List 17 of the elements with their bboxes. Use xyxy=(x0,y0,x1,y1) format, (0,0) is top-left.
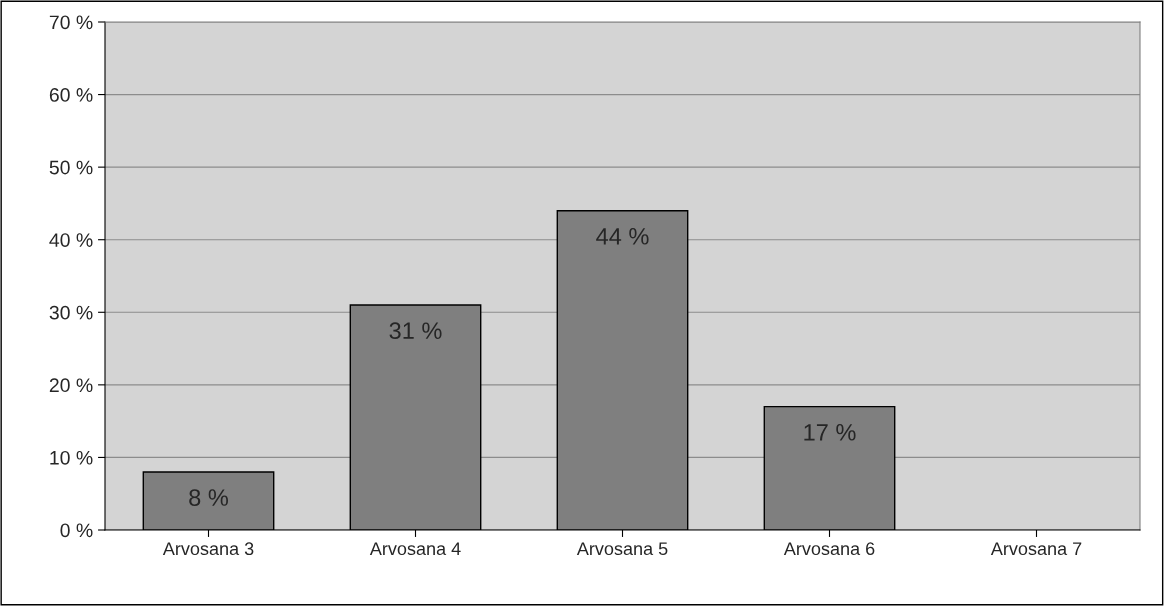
y-tick-label: 70 % xyxy=(49,15,93,30)
x-tick-label: Arvosana 3 xyxy=(162,542,254,556)
x-tick-label: Arvosana 6 xyxy=(783,542,875,556)
data-label: 31 % xyxy=(389,322,442,340)
x-tick-label: Arvosana 5 xyxy=(576,542,668,556)
data-label: 8 % xyxy=(189,489,228,506)
x-tick-label: Arvosana 7 xyxy=(990,542,1082,556)
y-tick-label: 10 % xyxy=(50,450,93,465)
y-tick-label: 0 % xyxy=(60,523,93,538)
y-tick-label: 40 % xyxy=(49,233,93,247)
y-tick-label: 60 % xyxy=(49,88,93,102)
data-label: 44 % xyxy=(596,228,649,245)
y-tick-label: 20 % xyxy=(49,378,93,393)
y-tick-label: 50 % xyxy=(49,160,93,175)
x-tick-label: Arvosana 4 xyxy=(369,542,461,556)
y-tick-label: 30 % xyxy=(49,305,93,320)
data-label: 17 % xyxy=(804,424,856,441)
